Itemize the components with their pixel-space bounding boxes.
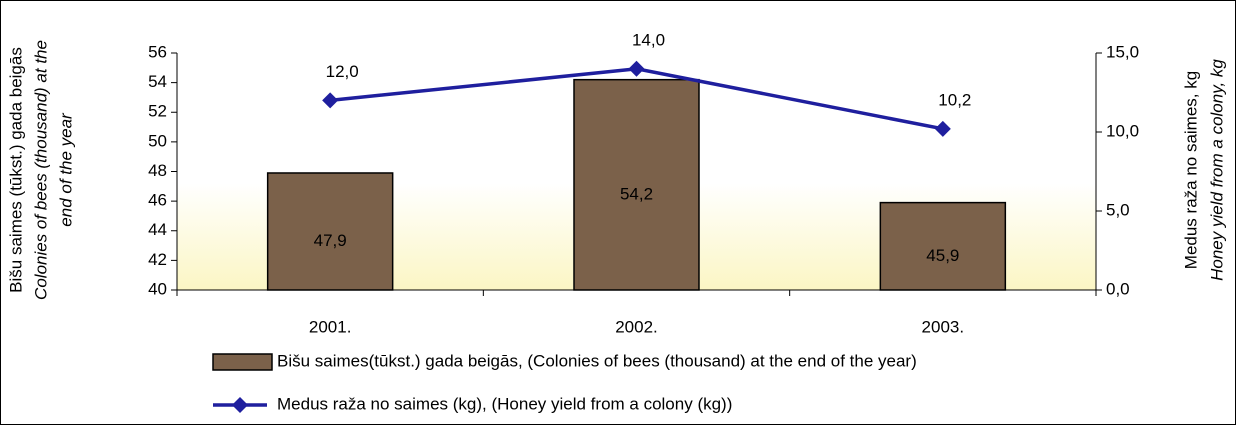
- y2-axis-title: Honey yield from a colony, kg: [1207, 59, 1226, 281]
- legend-label: Medus raža no saimes (kg), (Honey yield …: [277, 394, 732, 413]
- line-value-label: 14,0: [632, 30, 665, 49]
- y2-tick-label: 10,0: [1106, 121, 1139, 140]
- line-marker: [628, 60, 645, 77]
- x-tick-label: 2002.: [615, 317, 658, 336]
- line-marker: [322, 92, 339, 109]
- y-axis-title: Bišu saimes (tūkst.) gada beigās: [6, 47, 25, 293]
- y-tick-label: 40: [148, 279, 167, 298]
- x-tick-label: 2001.: [309, 317, 352, 336]
- bar-value-label: 47,9: [314, 231, 347, 250]
- legend-swatch: [212, 353, 273, 371]
- legend-marker: [232, 397, 248, 413]
- legend-label: Bišu saimes(tūkst.) gada beigās, (Coloni…: [277, 351, 917, 370]
- y-tick-label: 42: [148, 250, 167, 269]
- line-value-label: 10,2: [938, 90, 971, 109]
- y-tick-label: 50: [148, 131, 167, 150]
- bar-value-label: 45,9: [926, 246, 959, 265]
- y2-axis-title: Medus raža no saimes, kg: [1181, 71, 1200, 269]
- y2-tick-label: 0,0: [1106, 279, 1130, 298]
- y-tick-label: 46: [148, 191, 167, 210]
- y-tick-label: 44: [148, 220, 167, 239]
- y2-tick-label: 15,0: [1106, 42, 1139, 61]
- y-axis-title: end of the year: [56, 112, 75, 227]
- bar: [266, 172, 394, 291]
- bar-value-label: 54,2: [620, 184, 653, 203]
- y-tick-label: 48: [148, 161, 167, 180]
- line-marker: [934, 120, 951, 137]
- y-tick-label: 52: [148, 102, 167, 121]
- x-tick-label: 2003.: [922, 317, 965, 336]
- y-tick-label: 54: [148, 72, 167, 91]
- y-tick-label: 56: [148, 42, 167, 61]
- bar: [573, 78, 700, 291]
- bar: [879, 201, 1007, 291]
- y-axis-title: Colonies of bees (thousand) at the: [31, 40, 50, 300]
- y2-tick-label: 5,0: [1106, 200, 1130, 219]
- line-value-label: 12,0: [326, 62, 359, 81]
